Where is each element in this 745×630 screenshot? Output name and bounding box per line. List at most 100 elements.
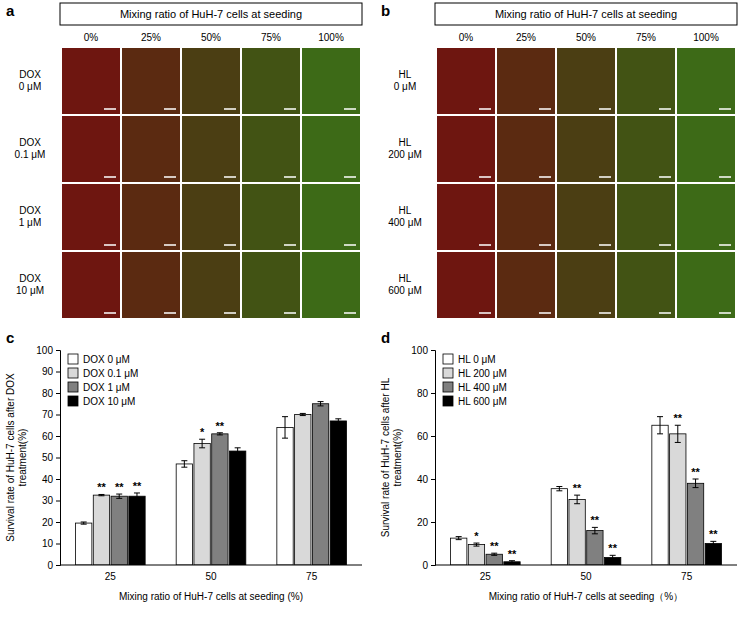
x-tick-label: 50 <box>580 571 592 582</box>
error-cap <box>98 495 104 496</box>
micrograph-green <box>122 116 180 182</box>
error-cap <box>116 498 122 499</box>
micrograph <box>122 184 180 250</box>
y-axis-line <box>431 351 436 566</box>
micrograph-red <box>437 184 495 250</box>
micrograph <box>677 184 735 250</box>
y-tick: 100 <box>411 345 435 356</box>
micrograph-green <box>182 116 240 182</box>
error-cap <box>217 434 223 435</box>
micrograph-green <box>617 184 675 250</box>
error-stem <box>184 461 185 467</box>
y-tick-label: 40 <box>417 474 429 485</box>
error-cap <box>556 490 562 491</box>
micrograph-red <box>242 184 300 250</box>
error-stem <box>660 417 661 434</box>
error-cap <box>318 405 324 406</box>
micrograph-green <box>242 48 300 114</box>
y-tick-mark <box>56 458 60 459</box>
micrograph-red <box>122 252 180 318</box>
scale-bar <box>659 312 671 314</box>
scale-bar <box>719 244 731 246</box>
micrograph-green <box>122 48 180 114</box>
error-cap <box>675 425 681 426</box>
micrograph <box>242 252 300 318</box>
micrograph <box>182 116 240 182</box>
scale-bar <box>599 244 611 246</box>
micrograph-red <box>62 48 120 114</box>
bar <box>277 427 293 565</box>
error-bar <box>81 522 87 524</box>
error-bar <box>318 402 324 406</box>
micrograph <box>677 116 735 182</box>
micrograph <box>497 116 555 182</box>
error-bar <box>116 494 122 498</box>
error-stem <box>713 541 714 545</box>
micrograph-ground <box>182 252 240 318</box>
x-axis: 255075 <box>435 565 737 582</box>
micrograph-ground <box>617 116 675 182</box>
error-cap <box>693 479 699 480</box>
micrograph-red <box>302 48 360 114</box>
micrograph-ground <box>497 184 555 250</box>
error-stem <box>677 425 678 442</box>
micrograph <box>182 252 240 318</box>
scale-bar <box>344 108 356 110</box>
error-cap <box>456 539 462 540</box>
micrograph-ground <box>677 116 735 182</box>
significance: ** <box>709 528 718 540</box>
error-bar <box>282 417 288 439</box>
micrograph-ground <box>182 116 240 182</box>
micrograph <box>437 116 495 182</box>
micrograph <box>677 252 735 318</box>
micrograph <box>617 184 675 250</box>
micrograph-red <box>677 116 735 182</box>
y-axis-line <box>56 351 61 566</box>
micrograph <box>242 48 300 114</box>
y-axis: 0102030405060708090100 <box>36 345 60 571</box>
scale-bar <box>719 312 731 314</box>
micrograph-ground <box>617 252 675 318</box>
scale-bar <box>539 108 551 110</box>
error-cap <box>491 553 497 554</box>
scale-bar <box>539 312 551 314</box>
scale-bar <box>224 176 236 178</box>
micrograph-red <box>302 116 360 182</box>
error-bar <box>134 493 140 499</box>
micrograph-red <box>617 116 675 182</box>
panel-letter: a <box>6 2 15 19</box>
column-label: 25% <box>516 32 536 43</box>
micrograph-ground <box>302 252 360 318</box>
micrograph-red <box>302 252 360 318</box>
scale-bar <box>344 312 356 314</box>
micrograph-green <box>302 116 360 182</box>
error-bar <box>98 494 104 495</box>
legend-swatch <box>68 368 78 378</box>
micrograph-ground <box>242 252 300 318</box>
x-tick-label: 50 <box>205 571 217 582</box>
y-tick-mark <box>56 393 60 394</box>
micrograph-ground <box>122 48 180 114</box>
micrograph-red <box>242 116 300 182</box>
panel-letter: c <box>6 329 14 346</box>
legend-entry: DOX 10 μM <box>68 396 135 407</box>
micrograph-ground <box>437 48 495 114</box>
y-tick-label: 80 <box>417 388 429 399</box>
micrograph-ground <box>437 116 495 182</box>
scale-bar <box>224 312 236 314</box>
micrograph <box>242 184 300 250</box>
micrograph-green <box>302 252 360 318</box>
y-tick-label: 50 <box>42 452 54 463</box>
micrograph <box>497 252 555 318</box>
bar <box>129 496 145 565</box>
micrograph-green <box>557 184 615 250</box>
micrograph-green <box>677 116 735 182</box>
scale-bar <box>164 108 176 110</box>
y-tick-label: 100 <box>411 345 428 356</box>
bar <box>670 434 686 565</box>
y-tick-mark <box>431 479 435 480</box>
error-bar <box>181 461 187 467</box>
micrograph-red <box>497 252 555 318</box>
micrograph-green <box>497 48 555 114</box>
micrograph-green <box>677 48 735 114</box>
